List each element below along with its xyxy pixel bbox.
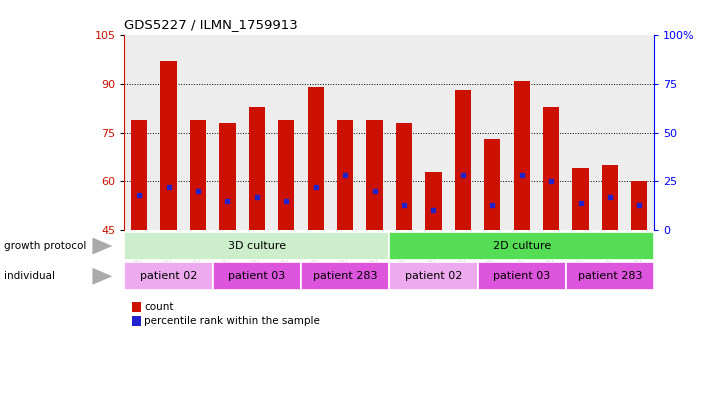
Bar [513, 81, 530, 230]
Text: patient 283: patient 283 [578, 271, 642, 281]
Bar [507, 35, 536, 230]
Bar [455, 90, 471, 230]
Bar [390, 35, 419, 230]
Bar [602, 165, 618, 230]
Polygon shape [92, 237, 112, 255]
Bar [360, 35, 390, 230]
Bar [278, 119, 294, 230]
Text: 3D culture: 3D culture [228, 241, 286, 251]
Text: individual: individual [4, 271, 55, 281]
Bar [625, 35, 654, 230]
Bar [536, 35, 566, 230]
Bar [543, 107, 560, 230]
Bar [595, 35, 625, 230]
Bar [183, 35, 213, 230]
Text: growth protocol: growth protocol [4, 241, 86, 251]
Bar [301, 35, 331, 230]
Bar [124, 35, 154, 230]
Text: GDS5227 / ILMN_1759913: GDS5227 / ILMN_1759913 [124, 18, 298, 31]
Bar [572, 168, 589, 230]
Bar [219, 123, 235, 230]
Polygon shape [92, 268, 112, 285]
Text: patient 283: patient 283 [313, 271, 378, 281]
Text: percentile rank within the sample: percentile rank within the sample [144, 316, 320, 326]
Bar [154, 35, 183, 230]
Text: patient 02: patient 02 [140, 271, 197, 281]
Bar [308, 87, 324, 230]
Bar [242, 35, 272, 230]
Text: patient 03: patient 03 [228, 271, 286, 281]
Bar [478, 35, 507, 230]
Bar [448, 35, 478, 230]
Text: count: count [144, 302, 173, 312]
Bar [213, 35, 242, 230]
Bar [131, 119, 147, 230]
Text: 2D culture: 2D culture [493, 241, 551, 251]
Bar [249, 107, 265, 230]
Bar [419, 35, 448, 230]
Bar [484, 139, 501, 230]
Bar [366, 119, 383, 230]
Text: patient 02: patient 02 [405, 271, 462, 281]
Text: patient 03: patient 03 [493, 271, 550, 281]
Bar [566, 35, 595, 230]
Bar [161, 61, 176, 230]
Bar [396, 123, 412, 230]
Bar [425, 171, 442, 230]
Bar [331, 35, 360, 230]
Bar [272, 35, 301, 230]
Bar [190, 119, 206, 230]
Bar [631, 181, 648, 230]
Bar [337, 119, 353, 230]
